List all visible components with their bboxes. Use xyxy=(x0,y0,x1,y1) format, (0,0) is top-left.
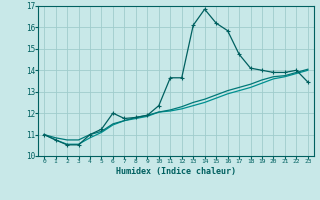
X-axis label: Humidex (Indice chaleur): Humidex (Indice chaleur) xyxy=(116,167,236,176)
